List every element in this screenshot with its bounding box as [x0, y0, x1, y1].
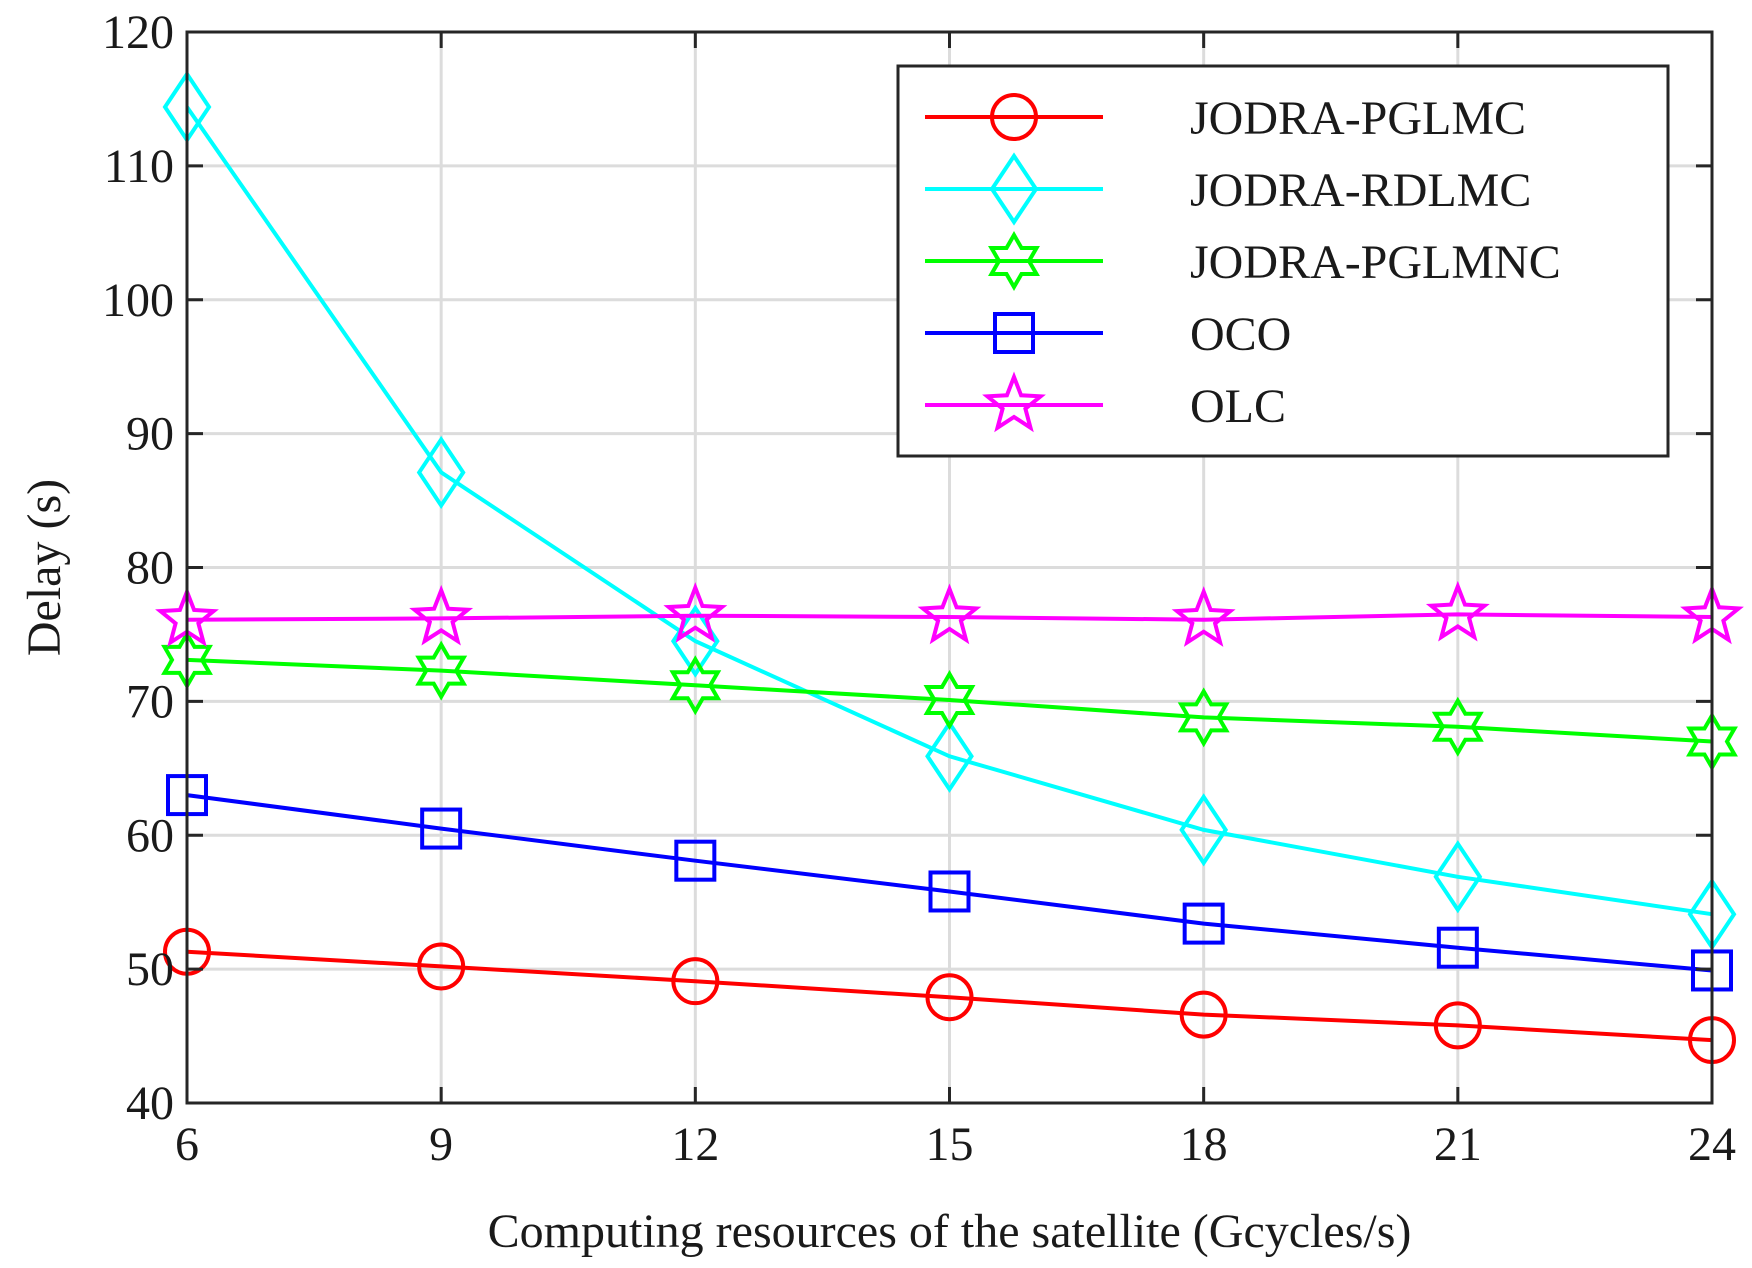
data-point	[1179, 990, 1228, 1039]
legend-swatch-marker	[988, 230, 1040, 292]
x-tick-label: 12	[671, 1118, 719, 1171]
series-oco	[166, 774, 1733, 992]
data-point	[417, 942, 466, 991]
y-tick-label: 100	[102, 274, 174, 327]
data-point	[1433, 840, 1483, 914]
legend-item: OLC	[925, 371, 1286, 433]
data-point	[1182, 902, 1225, 945]
data-point	[928, 870, 971, 913]
data-point	[409, 584, 474, 646]
legend-label: OLC	[1190, 380, 1286, 433]
legend-swatch-marker	[990, 93, 1038, 141]
x-tick-label: 24	[1688, 1118, 1736, 1171]
y-tick-label: 110	[104, 140, 174, 193]
data-point	[663, 582, 728, 643]
x-tick-label: 6	[175, 1118, 199, 1171]
legend-item: OCO	[925, 308, 1291, 361]
x-tick-label: 21	[1434, 1118, 1482, 1171]
legend-label: JODRA-RDLMC	[1190, 164, 1531, 217]
y-tick-label: 70	[126, 675, 174, 728]
data-point	[420, 807, 463, 850]
data-point	[925, 973, 974, 1022]
data-point	[1436, 926, 1479, 969]
data-point	[1425, 580, 1490, 642]
legend-item: JODRA-RDLMC	[925, 152, 1531, 226]
legend-swatch-marker	[989, 152, 1039, 226]
y-tick-label: 120	[102, 6, 174, 59]
legend-swatch-marker	[993, 312, 1035, 354]
y-tick-label: 50	[126, 943, 174, 996]
series-line	[186, 612, 1713, 622]
legend-label: JODRA-PGLMNC	[1190, 236, 1561, 289]
data-point	[416, 435, 466, 510]
x-tick-label: 15	[926, 1118, 974, 1171]
data-point	[674, 839, 717, 882]
y-tick-label: 60	[126, 809, 174, 862]
data-point	[1177, 687, 1230, 748]
data-point	[1431, 696, 1484, 757]
x-tick-label: 18	[1180, 1118, 1228, 1171]
x-axis-label: Computing resources of the satellite (Gc…	[488, 1205, 1412, 1258]
y-tick-label: 40	[126, 1077, 174, 1130]
legend: JODRA-PGLMC JODRA-RDLMC JODRA-PGLMNC OCO OLC	[896, 64, 1670, 458]
data-point	[1179, 793, 1229, 867]
data-point	[917, 583, 982, 645]
series-line	[186, 657, 1713, 744]
legend-label: OCO	[1190, 308, 1291, 361]
legend-item: JODRA-PGLMC	[925, 92, 1526, 145]
series-line	[185, 105, 1713, 917]
legend-item: JODRA-PGLMNC	[925, 230, 1561, 292]
y-axis-label: Delay (s)	[18, 479, 71, 656]
series-jodra-pglmnc	[161, 629, 1738, 772]
y-tick-label: 80	[126, 542, 174, 595]
series-line	[186, 949, 1713, 1043]
series-line	[186, 793, 1713, 973]
data-point	[671, 957, 720, 1006]
data-point	[415, 640, 468, 701]
axis-ticks: 6 9 12 15 18 21 24 40 50 60 70 80 90 100 110 120	[102, 6, 1736, 1171]
data-point	[669, 655, 722, 716]
y-tick-label: 90	[126, 408, 174, 461]
data-point	[923, 669, 976, 731]
data-point	[925, 719, 974, 793]
legend-label: JODRA-PGLMC	[1190, 92, 1526, 145]
x-tick-label: 9	[429, 1118, 453, 1171]
data-point	[1171, 586, 1236, 647]
legend-swatch-marker	[982, 371, 1046, 433]
data-point	[1433, 1001, 1482, 1050]
